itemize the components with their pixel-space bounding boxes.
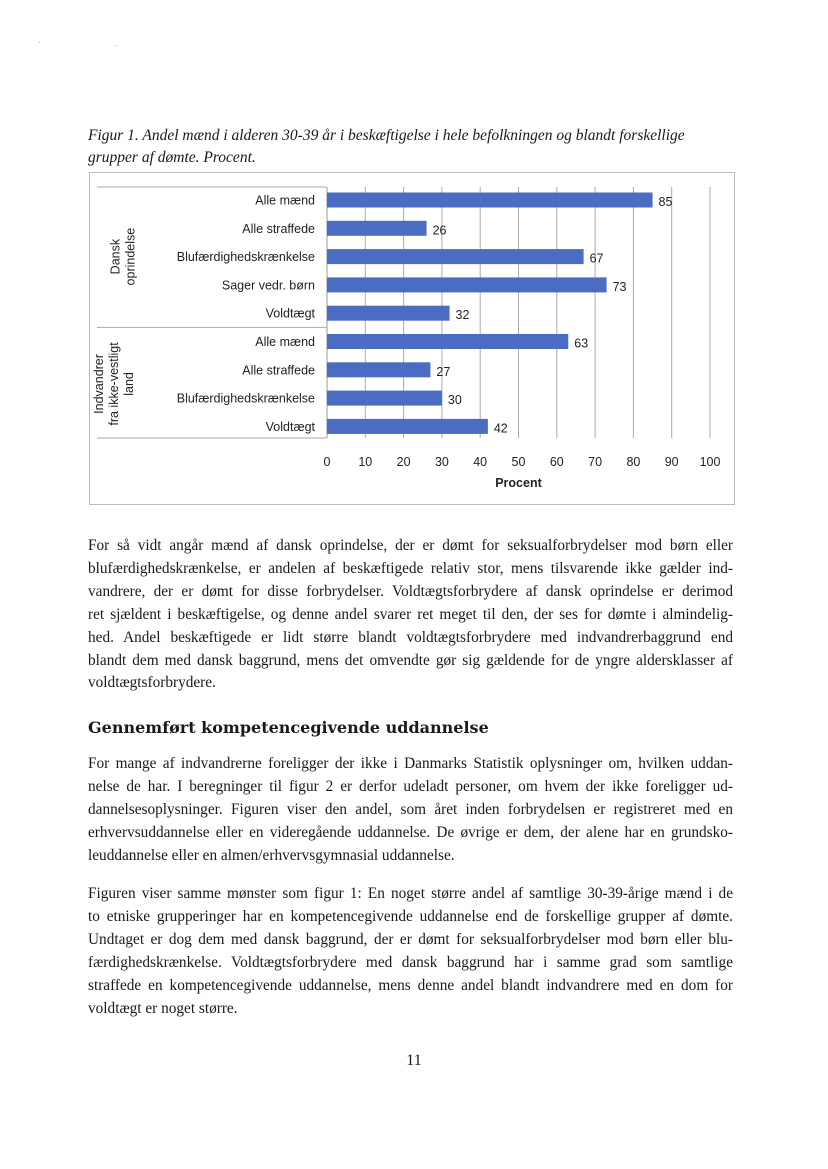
text-line: voldtægtsforbrydere. (88, 674, 216, 692)
bar-chart: 0 10 20 30 40 50 60 70 80 90 100 Procent Alle mænd 85… (92, 186, 721, 490)
caption-line: Figur 1. Andel mænd i alderen 30-39 år i… (88, 127, 685, 144)
paragraph-3: Figuren viser samme mønster som figur 1:… (88, 883, 733, 1020)
bar (327, 305, 450, 321)
text-line: to etniske grupperinger har en kompetenc… (88, 907, 733, 925)
data-label: 32 (456, 308, 470, 322)
x-tick-label: 30 (435, 455, 449, 469)
paragraph-2: For mange af indvandrerne foreligger der… (88, 753, 733, 868)
bar (327, 277, 607, 293)
x-tick-label: 60 (550, 455, 564, 469)
data-label: 30 (448, 393, 462, 407)
x-tick-label: 0 (324, 455, 331, 469)
data-label: 42 (494, 421, 508, 435)
category-label: Alle mænd (255, 335, 315, 349)
caption-line: grupper af dømte. Procent. (88, 149, 256, 166)
page-number: 11 (406, 1052, 422, 1069)
chart-frame (89, 172, 735, 505)
section-heading: Gennemført kompetencegivende uddannelse (88, 718, 489, 737)
text-line: blandt dem med dansk baggrund, mens det … (88, 651, 733, 669)
text-line: blufærdighedskrænkelse, er andelen af be… (88, 559, 733, 577)
x-tick-label: 70 (588, 455, 602, 469)
scan-speck: · (115, 42, 118, 51)
bar (327, 220, 427, 236)
data-label: 26 (433, 223, 447, 237)
group-label: fra ikke-vestligt (107, 342, 121, 426)
data-label: 85 (659, 195, 673, 209)
x-tick-label: 90 (665, 455, 679, 469)
category-label: Blufærdighedskrænkelse (177, 250, 315, 264)
text-line: Undtaget er dog dem med dansk baggrund, … (88, 930, 733, 948)
x-tick-label: 50 (512, 455, 526, 469)
bar (327, 390, 442, 406)
category-label: Voldtægt (266, 307, 316, 321)
text-line: nelse de har. I beregninger til figur 2 … (88, 777, 733, 795)
figure-caption: Figur 1. Andel mænd i alderen 30-39 år i… (88, 125, 738, 169)
text-line: erhvervsuddannelse eller en videregående… (88, 823, 733, 841)
bar (327, 418, 488, 434)
data-label: 67 (590, 252, 604, 266)
data-label: 73 (613, 280, 627, 294)
group-label: Indvandrer (92, 354, 106, 414)
bar (327, 362, 431, 378)
text-line: dannelsesoplysninger. Figuren viser den … (88, 800, 733, 818)
scan-speck: · (38, 38, 41, 47)
group-label: Dansk (109, 238, 123, 274)
data-label: 63 (574, 337, 588, 351)
category-label: Alle straffede (242, 363, 315, 377)
bar (327, 249, 584, 265)
bar (327, 334, 569, 349)
text-line: ret sjældent i beskæftigelse, og denne a… (88, 605, 733, 623)
category-label: Sager vedr. børn (222, 278, 315, 292)
x-tick-label: 80 (626, 455, 640, 469)
bar (327, 192, 653, 208)
x-axis-title: Procent (495, 476, 542, 490)
category-label: Blufærdighedskrænkelse (177, 392, 315, 406)
text-line: hed. Andel beskæftigede er lidt større b… (88, 628, 733, 646)
text-line: vandrere, der er dømt for disse forbryde… (88, 582, 733, 600)
text-line: færdighedskrænkelse. Voldtægtsforbrydere… (88, 953, 733, 971)
paragraph-1: For så vidt angår mænd af dansk oprindel… (88, 535, 733, 695)
category-label: Alle straffede (242, 222, 315, 236)
text-line: For så vidt angår mænd af dansk oprindel… (88, 537, 733, 554)
text-line: leuddannelse eller en almen/erhvervsgymn… (88, 846, 455, 864)
group-label: oprindelse (124, 228, 138, 286)
category-label: Voldtægt (266, 420, 316, 434)
data-label: 27 (436, 365, 450, 379)
text-line: Figuren viser samme mønster som figur 1:… (88, 885, 733, 902)
text-line: For mange af indvandrerne foreligger der… (88, 755, 733, 772)
text-line: straffede en kompetencegivende uddannels… (88, 976, 733, 994)
x-tick-label: 10 (358, 455, 372, 469)
x-tick-label: 40 (473, 455, 487, 469)
category-label: Alle mænd (255, 194, 315, 208)
text-line: voldtægt er noget større. (88, 999, 238, 1017)
group-label: land (122, 372, 136, 396)
x-tick-label: 20 (397, 455, 411, 469)
x-tick-label: 100 (700, 455, 721, 469)
